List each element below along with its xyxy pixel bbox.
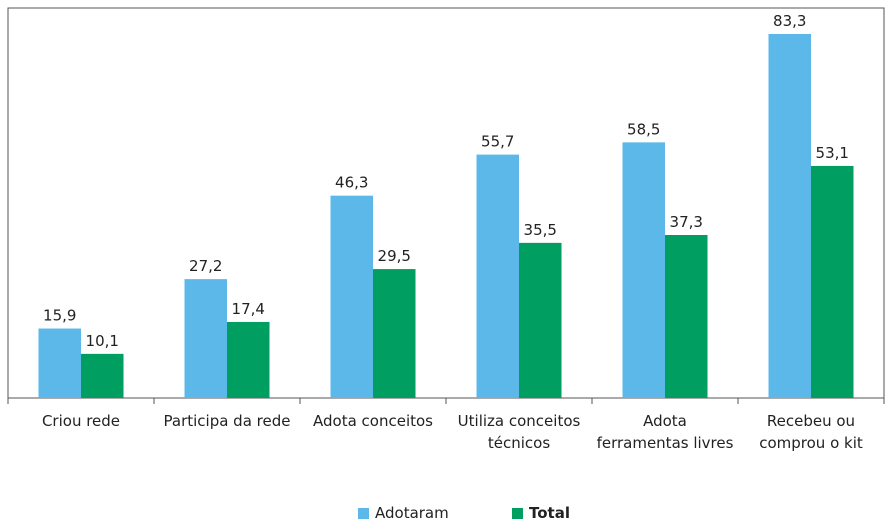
value-label: 58,5 [627,120,660,138]
value-label: 83,3 [773,12,806,30]
value-label: 17,4 [232,300,265,318]
value-label: 29,5 [378,247,411,265]
bar [184,279,227,398]
value-label: 27,2 [189,257,222,275]
bar [622,142,665,398]
x-tick-label: Criou rede [41,412,121,430]
bar [81,353,124,398]
value-label: 10,1 [86,332,119,350]
value-label: 37,3 [670,213,703,231]
legend-label: Adotaram [375,504,449,521]
value-label: 15,9 [43,307,76,325]
bar [665,234,708,398]
value-label: 55,7 [481,133,514,151]
bar [330,195,373,398]
bar [373,269,416,398]
value-label: 46,3 [335,174,368,192]
bar [811,165,854,398]
legend-item: Adotaram [358,504,449,521]
bar [227,321,270,398]
legend-swatch [512,507,523,519]
bar [38,328,81,398]
bar [768,33,811,398]
legend-swatch [358,507,369,519]
x-tick-label: Participa da rede [163,412,291,430]
x-tick-label: Recebeu ou comprou o kit [759,412,863,452]
x-tick-label: Adota ferramentas livres [596,412,734,452]
x-tick-label: Adota conceitos [313,412,433,430]
value-label: 35,5 [524,221,557,239]
x-tick-label: Utiliza conceitos técnicos [457,412,581,452]
legend-label: Total [529,504,570,521]
value-label: 53,1 [816,144,849,162]
plot-frame [7,7,885,399]
bar [476,154,519,398]
legend-item: Total [512,504,570,521]
bar [519,242,562,398]
